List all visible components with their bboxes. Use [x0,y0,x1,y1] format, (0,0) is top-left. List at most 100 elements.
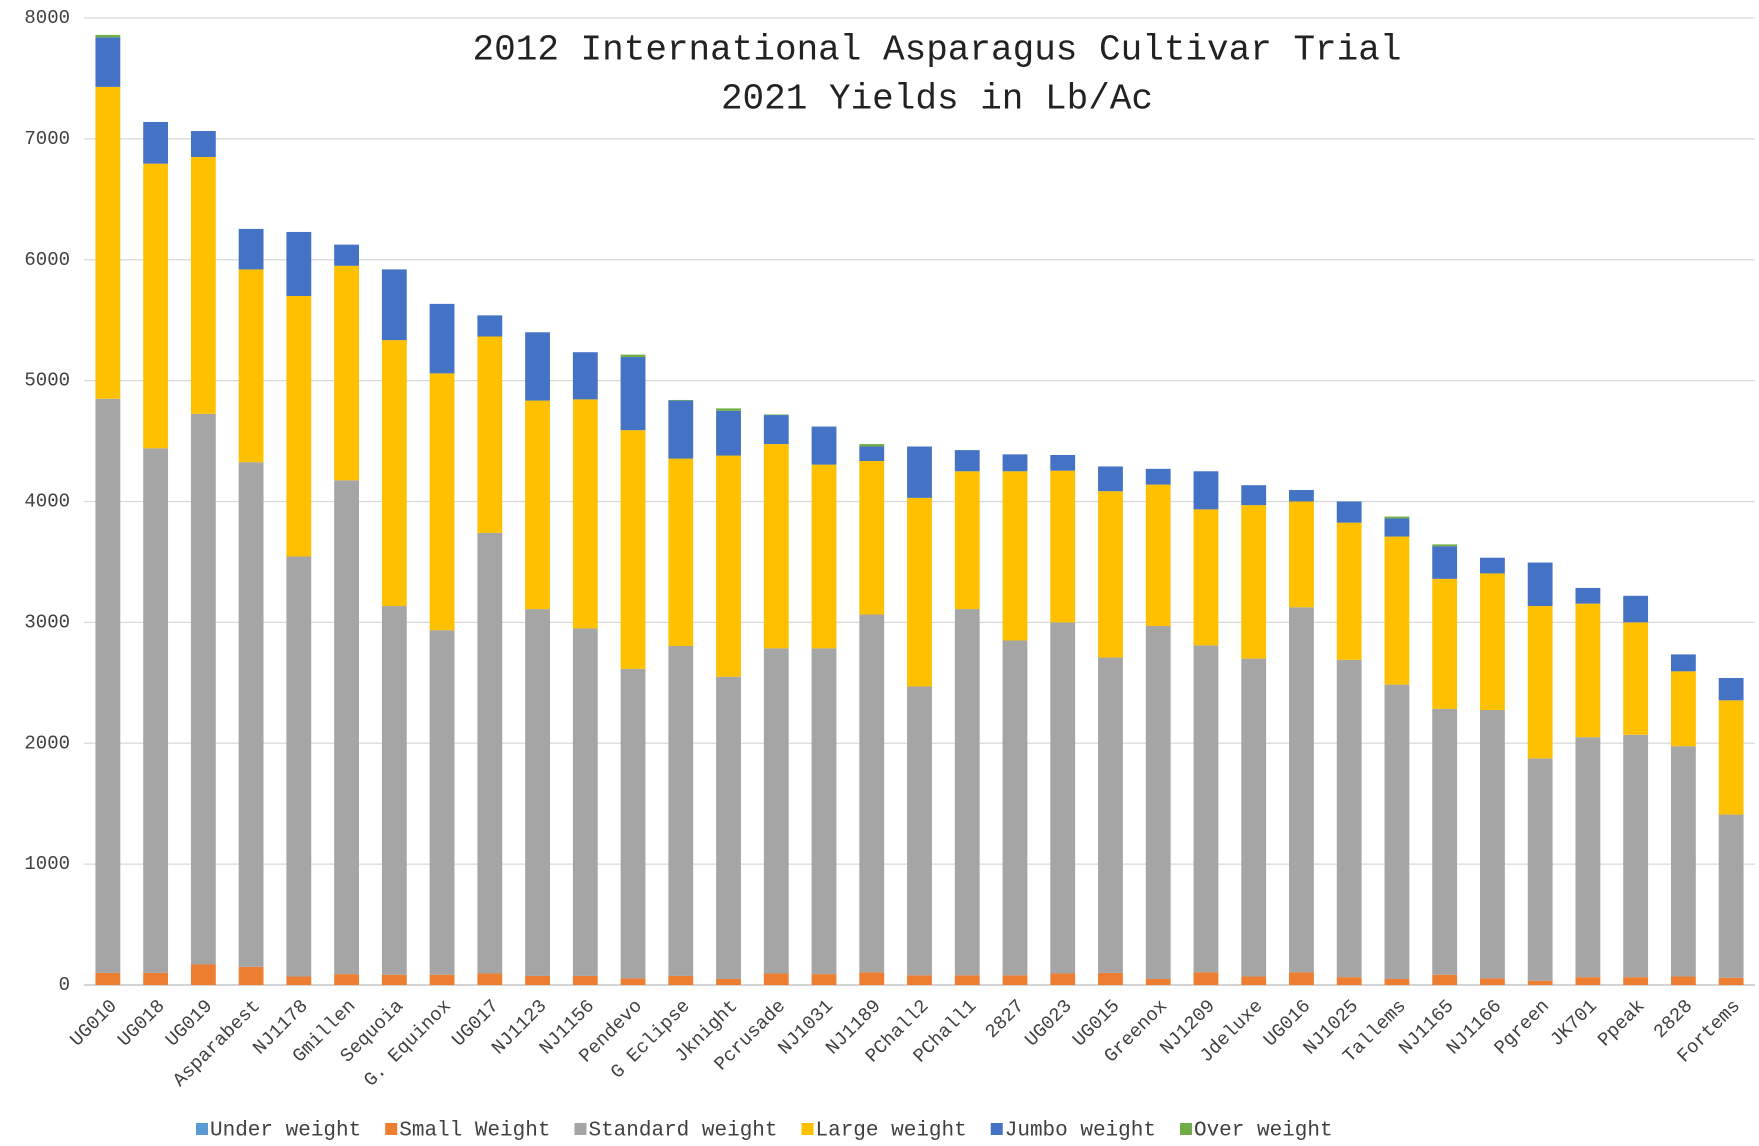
bar-segment [1289,490,1314,502]
bar-segment [954,975,980,985]
bar-segment [1336,522,1362,660]
bar-segment [1050,454,1076,471]
bar-segment [763,648,789,974]
bar-segment [190,964,216,985]
bar-segment [1193,645,1219,973]
bar-segment [1002,471,1028,641]
bar-segment [1193,972,1219,985]
bar-segment [1241,505,1267,659]
y-tick-label: 1000 [24,853,70,875]
bar-segment [1336,501,1362,523]
bar-segment [1575,737,1601,978]
bar-segment [477,336,503,533]
legend-swatch [196,1123,208,1135]
bar-segment [1145,978,1171,985]
bar-segment [1670,671,1696,747]
bar-segment [668,400,694,459]
bar-segment [811,974,837,985]
bar-segment [238,228,264,270]
bar-segment [1527,758,1553,981]
bar-segment [572,975,598,985]
bar-segment [1145,468,1171,485]
bar-segment [1384,536,1410,685]
bar-segment [907,446,932,498]
bar-segment [286,231,312,297]
bar-segment [859,972,885,985]
bar-segment [334,265,359,481]
bar-segment [620,978,646,985]
bar-segment [95,37,121,87]
bar-segment [95,34,121,38]
legend-label: Small Weight [399,1120,550,1143]
bar-segment [95,86,121,399]
bar-segment [95,972,121,985]
bar-segment [1098,466,1123,492]
bar-segment [1527,980,1553,985]
bar-segment [716,410,741,456]
legend-label: Standard weight [588,1120,777,1143]
bar-segment [190,413,216,965]
bar-segment [381,340,407,607]
bar-segment [1575,603,1601,738]
bar-segment [1527,562,1553,607]
y-tick-label: 3000 [24,611,70,633]
bar-segment [1002,454,1028,472]
y-tick-label: 5000 [24,370,70,392]
bar-segment [763,973,789,985]
bar-segment [1480,710,1505,979]
bar-segment [1432,544,1458,547]
bar-segment [668,458,694,646]
bar-segment [1670,654,1696,672]
bar-segment [143,448,169,973]
bar-segment [572,352,598,400]
bar-segment [1670,746,1696,977]
chart-title: 2012 International Asparagus Cultivar Tr… [473,30,1402,71]
bar-segment [716,978,741,985]
y-tick-label: 8000 [24,7,70,29]
legend-swatch [801,1123,814,1135]
y-tick-label: 7000 [24,128,70,150]
bar-segment [95,398,121,973]
bar-segment [334,480,359,975]
bar-segment [238,269,264,463]
bar-segment [763,415,789,445]
bar-segment [1623,622,1649,735]
bar-segment [286,296,312,557]
bar-segment [477,532,503,974]
bar-segment [1670,976,1696,985]
bar-segment [907,975,932,985]
legend-label: Under weight [210,1120,361,1143]
bar-segment [334,974,359,985]
bar-segment [763,414,789,416]
bar-segment [429,630,455,975]
bar-segment [1193,471,1219,510]
legend-swatch [990,1123,1003,1135]
bar-segment [716,676,741,979]
bar-segment [1480,978,1505,985]
y-tick-label: 2000 [24,732,70,754]
bar-segment [1432,708,1458,975]
bar-segment [1623,595,1649,623]
bar-segment [381,269,407,341]
bar-segment [1527,606,1553,759]
bar-segment [859,461,885,615]
bar-segment [716,455,741,677]
bar-segment [954,450,980,472]
bar-segment [286,976,312,985]
bar-segment [477,315,503,337]
chart-subtitle: 2021 Yields in Lb/Ac [721,79,1153,120]
bar-segment [1289,607,1314,973]
bar-segment [1098,972,1123,985]
bar-segment [620,430,646,669]
bar-segment [1241,485,1267,506]
bar-segment [668,975,694,985]
bar-segment [525,975,550,985]
bar-segment [620,354,646,358]
bar-segment [381,606,407,975]
legend-swatch [574,1123,587,1135]
bar-segment [1002,975,1028,985]
bar-segment [429,974,455,985]
bar-segment [525,400,550,610]
bar-segment [811,426,837,465]
